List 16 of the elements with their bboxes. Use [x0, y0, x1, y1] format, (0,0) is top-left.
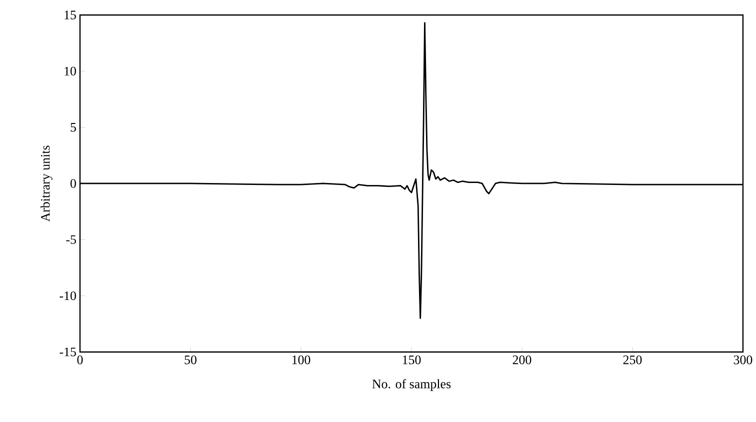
y-tick-label: 0	[70, 179, 76, 188]
x-tick-label: 300	[734, 356, 752, 364]
y-tick-label: -10	[60, 291, 76, 300]
y-tick-label: 15	[64, 10, 76, 20]
y-tick-label: 10	[64, 66, 76, 76]
y-tick-label: -15	[60, 348, 76, 356]
x-axis-title: No. of samples	[372, 379, 451, 391]
y-tick-label: -5	[66, 235, 76, 244]
y-tick-label: 5	[70, 123, 76, 132]
x-tick-label: 250	[623, 356, 642, 364]
y-axis-title: Arbitrary units	[40, 146, 52, 222]
x-tick-label: 50	[184, 356, 196, 364]
x-tick-label: 200	[512, 356, 532, 364]
x-tick-label: 150	[402, 356, 421, 364]
x-tick-label: 0	[77, 356, 83, 364]
x-tick-label: 100	[292, 356, 310, 364]
